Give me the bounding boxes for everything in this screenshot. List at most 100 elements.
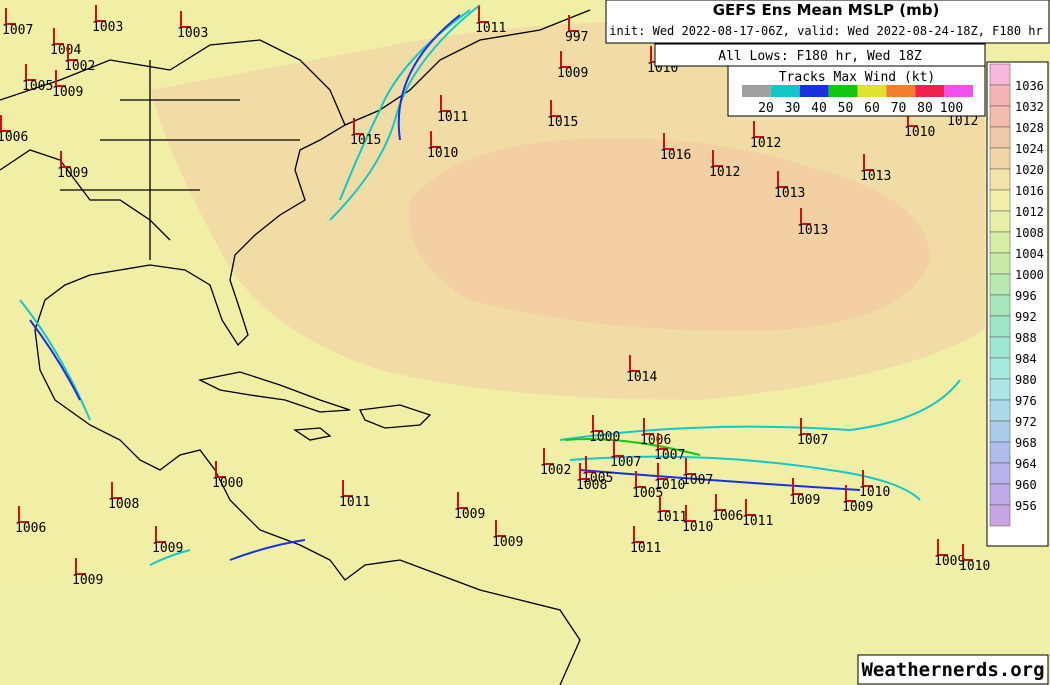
low-marker xyxy=(25,64,36,81)
low-label: 1008 xyxy=(576,478,607,493)
wind-swatch xyxy=(799,85,829,97)
low-label: 1000 xyxy=(212,476,243,491)
low-marker xyxy=(962,544,973,561)
low-label: 1009 xyxy=(152,541,183,556)
low-label: 1012 xyxy=(750,136,781,151)
low-marker xyxy=(60,151,71,168)
low-marker xyxy=(657,433,668,450)
low-marker xyxy=(0,115,11,132)
colorbar-swatch xyxy=(989,357,1011,380)
wind-swatch xyxy=(915,85,945,97)
low-label: 1005 xyxy=(22,79,53,94)
low-marker xyxy=(792,478,803,495)
colorbar-swatch xyxy=(989,84,1011,107)
low-label: 1006 xyxy=(640,433,671,448)
low-marker xyxy=(592,415,603,432)
colorbar-label: 1012 xyxy=(1015,205,1044,219)
low-label: 1002 xyxy=(64,59,95,74)
colorbar-swatch xyxy=(989,420,1011,443)
colorbar-swatch xyxy=(989,147,1011,170)
low-marker xyxy=(430,131,441,148)
colorbar-label: 960 xyxy=(1015,478,1037,492)
low-label: 1010 xyxy=(682,520,713,535)
low-marker xyxy=(67,44,78,61)
wind-label: 20 xyxy=(758,101,774,116)
low-label: 1016 xyxy=(660,148,691,163)
low-marker xyxy=(478,6,489,23)
low-label: 1009 xyxy=(57,166,88,181)
low-label: 1009 xyxy=(557,66,588,81)
colorbar-label: 996 xyxy=(1015,289,1037,303)
colorbar-swatch xyxy=(989,378,1011,401)
colorbar-swatch xyxy=(989,252,1011,275)
colorbar-swatch xyxy=(989,63,1011,86)
colorbar-label: 1028 xyxy=(1015,121,1044,135)
low-marker xyxy=(800,208,811,225)
track-legend: 20 30 40 50 60 70 80 100 xyxy=(742,85,973,116)
colorbar-swatch xyxy=(989,336,1011,359)
colorbar-swatch xyxy=(989,294,1011,317)
low-marker xyxy=(18,506,29,523)
low-label: 1013 xyxy=(860,169,891,184)
low-marker xyxy=(457,492,468,509)
low-label: 1003 xyxy=(92,20,123,35)
low-label: 1007 xyxy=(610,455,641,470)
watermark: Weathernerds.org xyxy=(861,659,1044,681)
storm-tracks xyxy=(19,4,961,566)
low-marker xyxy=(5,8,16,25)
low-label: 1009 xyxy=(789,493,820,508)
wind-swatch xyxy=(828,85,858,97)
low-label: 1009 xyxy=(52,85,83,100)
low-label: 1005 xyxy=(582,471,613,486)
low-marker xyxy=(937,539,948,556)
low-marker xyxy=(215,461,226,478)
low-marker xyxy=(579,463,590,480)
wind-label: 70 xyxy=(891,101,907,116)
low-label: 1008 xyxy=(108,497,139,512)
colorbar-swatch xyxy=(989,483,1011,506)
low-marker xyxy=(585,456,596,473)
low-label: 1010 xyxy=(427,146,458,161)
colorbar-label: 968 xyxy=(1015,436,1037,450)
low-marker xyxy=(862,470,873,487)
wind-label: 100 xyxy=(940,101,963,116)
colorbar-label: 980 xyxy=(1015,373,1037,387)
low-marker xyxy=(800,418,811,435)
colorbar-label: 956 xyxy=(1015,499,1037,513)
colorbar-swatch xyxy=(989,210,1011,233)
colorbar-swatch xyxy=(989,315,1011,338)
low-marker xyxy=(635,471,646,488)
low-marker xyxy=(568,15,579,32)
low-label: 1009 xyxy=(492,535,523,550)
colorbar-swatch xyxy=(989,441,1011,464)
colorbar-label: 988 xyxy=(1015,331,1037,345)
low-label: 1012 xyxy=(947,114,978,129)
colorbar-swatch xyxy=(989,105,1011,128)
colorbar-label: 1032 xyxy=(1015,100,1044,114)
coastlines xyxy=(0,9,591,685)
wind-swatch xyxy=(886,85,916,97)
watermark-box xyxy=(857,654,1049,685)
low-marker xyxy=(180,11,191,28)
low-label: 1006 xyxy=(15,521,46,536)
colorbar-swatch xyxy=(989,504,1011,527)
low-label: 1015 xyxy=(547,115,578,130)
low-label: 1011 xyxy=(742,514,773,529)
low-label: 1011 xyxy=(437,110,468,125)
low-marker xyxy=(342,480,353,497)
low-marker xyxy=(613,440,624,457)
low-marker xyxy=(657,463,668,480)
low-label: 1010 xyxy=(654,478,685,493)
colorbar-label: 1004 xyxy=(1015,247,1044,261)
colorbar-label: 1000 xyxy=(1015,268,1044,282)
low-label: 1009 xyxy=(72,573,103,588)
low-marker xyxy=(95,5,106,22)
low-label: 1007 xyxy=(654,448,685,463)
low-marker xyxy=(777,171,788,188)
low-label: 1007 xyxy=(682,473,713,488)
low-label: 1005 xyxy=(632,486,663,501)
wind-label: 80 xyxy=(917,101,933,116)
low-marker xyxy=(53,28,64,45)
low-marker xyxy=(55,70,66,87)
low-label: 1007 xyxy=(797,433,828,448)
